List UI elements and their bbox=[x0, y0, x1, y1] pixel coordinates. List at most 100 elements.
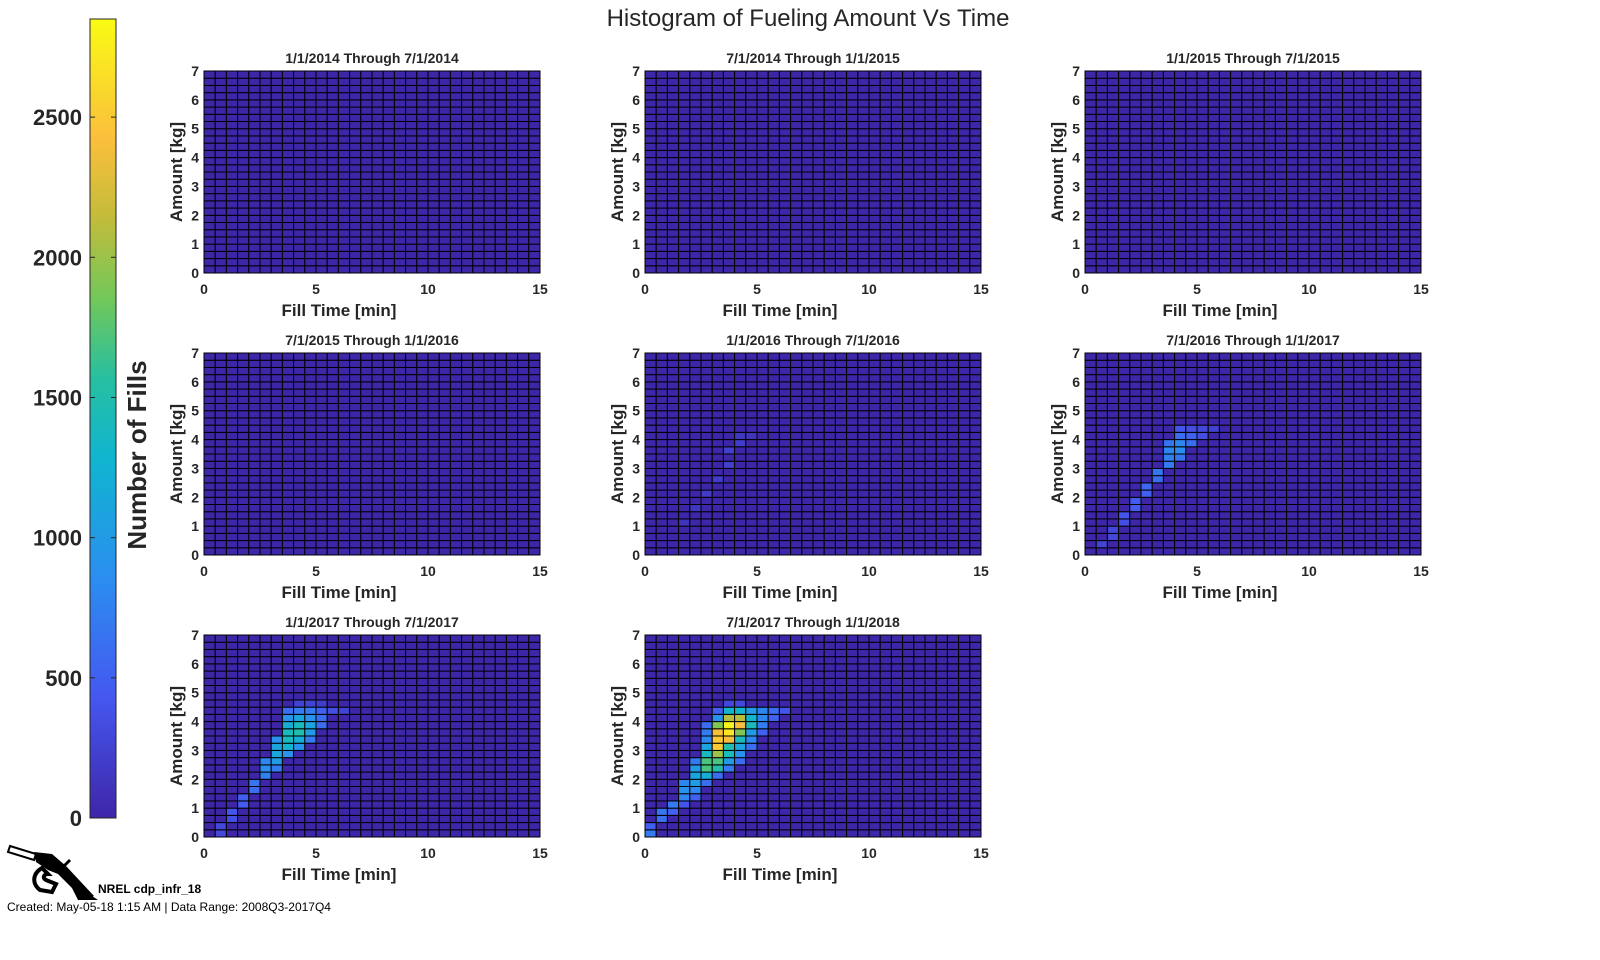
heatmap-cell bbox=[879, 178, 892, 187]
heatmap-cell bbox=[1297, 128, 1310, 137]
heatmap-cell bbox=[1218, 207, 1232, 216]
heatmap-cell bbox=[1398, 258, 1411, 267]
heatmap-cell bbox=[756, 525, 769, 534]
heatmap-cell bbox=[483, 403, 496, 412]
heatmap-cell bbox=[214, 381, 227, 390]
heatmap-cell bbox=[326, 200, 339, 209]
heatmap-cell bbox=[237, 453, 250, 462]
heatmap-cell bbox=[857, 395, 870, 404]
heatmap-cell bbox=[1174, 70, 1187, 79]
heatmap-cell bbox=[946, 460, 960, 469]
heatmap-cell bbox=[1207, 410, 1220, 419]
x-axis-label: Fill Time [min] bbox=[282, 583, 397, 602]
heatmap-cell bbox=[678, 525, 691, 534]
heatmap-cell bbox=[801, 258, 814, 267]
heatmap-cell bbox=[1185, 92, 1198, 101]
heatmap-cell bbox=[517, 424, 530, 433]
heatmap-cell bbox=[1409, 77, 1422, 86]
heatmap-cell bbox=[1207, 84, 1220, 94]
heatmap-cell bbox=[225, 214, 239, 224]
heatmap-cell bbox=[270, 525, 283, 534]
heatmap-cell bbox=[405, 511, 418, 520]
heatmap-cell bbox=[846, 374, 859, 383]
heatmap-cell bbox=[1118, 489, 1131, 498]
heatmap-cell bbox=[834, 113, 848, 122]
heatmap-cell bbox=[1364, 193, 1377, 202]
heatmap-cell bbox=[969, 359, 982, 368]
heatmap-cell bbox=[1162, 265, 1176, 274]
heatmap-cell bbox=[913, 467, 926, 477]
heatmap-cell bbox=[834, 511, 848, 520]
heatmap-cell bbox=[1084, 482, 1097, 491]
heatmap-cell bbox=[1274, 374, 1288, 383]
heatmap-cell bbox=[655, 149, 668, 159]
heatmap-cell bbox=[1297, 106, 1310, 115]
heatmap-cell bbox=[1106, 439, 1120, 448]
heatmap-cell bbox=[745, 540, 758, 549]
heatmap-cell bbox=[1319, 453, 1332, 462]
heatmap-cell bbox=[958, 518, 971, 527]
heatmap-cell bbox=[1207, 431, 1220, 441]
heatmap-cell bbox=[427, 482, 440, 491]
heatmap-cell bbox=[767, 84, 780, 94]
heatmap-cell bbox=[722, 374, 736, 383]
heatmap-cell bbox=[689, 417, 702, 426]
heatmap-cell bbox=[472, 164, 485, 173]
heatmap-cell bbox=[1297, 70, 1310, 79]
heatmap-cell bbox=[483, 113, 496, 122]
heatmap-cell bbox=[1364, 200, 1377, 209]
heatmap-cell bbox=[1252, 511, 1265, 520]
heatmap-cell bbox=[214, 128, 227, 137]
heatmap-cell bbox=[438, 374, 451, 383]
heatmap-cell bbox=[1409, 84, 1422, 94]
heatmap-cell bbox=[823, 388, 836, 397]
heatmap-cell bbox=[1342, 243, 1355, 252]
heatmap-cell bbox=[382, 200, 395, 209]
heatmap-cell bbox=[214, 157, 227, 166]
heatmap-cell bbox=[270, 149, 283, 159]
heatmap-cell bbox=[382, 149, 395, 159]
heatmap-cell bbox=[823, 222, 836, 231]
heatmap-cell bbox=[969, 106, 982, 115]
heatmap-cell bbox=[225, 178, 239, 187]
heatmap-cell bbox=[281, 446, 295, 455]
heatmap-cell bbox=[1118, 229, 1131, 238]
heatmap-cell bbox=[349, 70, 362, 79]
heatmap-cell bbox=[666, 381, 680, 390]
heatmap-cell bbox=[203, 142, 216, 151]
heatmap-cell bbox=[382, 77, 395, 86]
heatmap-cell bbox=[1375, 157, 1388, 166]
heatmap-cell bbox=[1263, 439, 1276, 448]
heatmap-cell bbox=[449, 265, 463, 274]
heatmap-cell bbox=[1185, 121, 1198, 130]
heatmap-cell bbox=[857, 193, 870, 202]
y-tick-label: 2 bbox=[1072, 207, 1080, 223]
heatmap-cell bbox=[270, 417, 283, 426]
heatmap-cell bbox=[427, 504, 440, 513]
heatmap-cell bbox=[360, 164, 373, 173]
heatmap-cell bbox=[969, 504, 982, 513]
heatmap-cell bbox=[315, 446, 328, 455]
heatmap-cell bbox=[812, 431, 825, 441]
heatmap-cell bbox=[756, 265, 769, 274]
heatmap-cell bbox=[722, 164, 736, 173]
heatmap-cell bbox=[449, 258, 463, 267]
heatmap-cell bbox=[722, 128, 736, 137]
heatmap-cell bbox=[371, 352, 384, 361]
heatmap-cell bbox=[203, 135, 216, 144]
heatmap-cell bbox=[438, 482, 451, 491]
heatmap-cell bbox=[1196, 431, 1209, 441]
heatmap-cell bbox=[281, 149, 295, 159]
heatmap-cell bbox=[868, 84, 881, 94]
x-tick-label: 0 bbox=[200, 563, 208, 579]
heatmap-cell bbox=[248, 92, 261, 101]
heatmap-cell bbox=[689, 171, 702, 180]
heatmap-cell bbox=[360, 366, 373, 376]
heatmap-cell bbox=[1095, 200, 1108, 209]
heatmap-cell bbox=[1151, 547, 1164, 556]
heatmap-cell bbox=[326, 431, 339, 441]
heatmap-cell bbox=[1140, 489, 1153, 498]
heatmap-cell bbox=[1342, 265, 1355, 274]
heatmap-cell bbox=[461, 518, 474, 527]
heatmap-cell bbox=[958, 482, 971, 491]
